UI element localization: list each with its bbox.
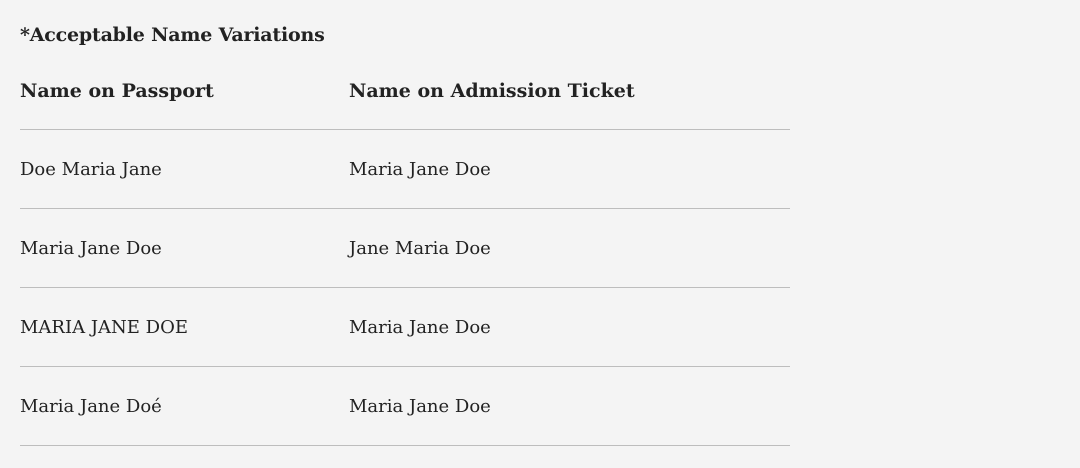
table-header-row: Name on Passport Name on Admission Ticke… xyxy=(20,52,790,130)
table-row: MARIA JANE DOE Maria Jane Doe xyxy=(20,288,790,367)
table-row: Doe Maria Jane Maria Jane Doe xyxy=(20,130,790,209)
section-title: *Acceptable Name Variations xyxy=(20,24,325,46)
passport-name-cell: Maria Jane Doe xyxy=(20,237,162,259)
ticket-name-cell: Maria Jane Doe xyxy=(349,395,491,417)
ticket-name-cell: Jane Maria Doe xyxy=(349,237,491,259)
passport-name-cell: Doe Maria Jane xyxy=(20,158,162,180)
table-row: Maria Jane Doe Jane Maria Doe xyxy=(20,209,790,288)
table-row: Maria Jane Doé Maria Jane Doe xyxy=(20,367,790,446)
name-variations-table: Name on Passport Name on Admission Ticke… xyxy=(20,52,790,446)
ticket-name-cell: Maria Jane Doe xyxy=(349,316,491,338)
header-ticket-name: Name on Admission Ticket xyxy=(349,79,635,102)
header-passport-name: Name on Passport xyxy=(20,79,214,102)
passport-name-cell: MARIA JANE DOE xyxy=(20,316,188,338)
passport-name-cell: Maria Jane Doé xyxy=(20,395,162,417)
ticket-name-cell: Maria Jane Doe xyxy=(349,158,491,180)
